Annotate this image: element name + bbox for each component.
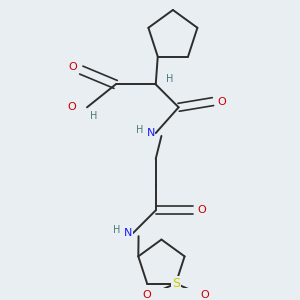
Text: N: N	[124, 228, 132, 238]
Text: O: O	[68, 62, 77, 72]
Text: H: H	[90, 111, 97, 121]
Text: O: O	[217, 97, 226, 106]
Text: O: O	[143, 290, 152, 300]
Text: H: H	[113, 225, 121, 236]
Text: O: O	[67, 102, 76, 112]
Text: H: H	[167, 74, 174, 84]
Text: O: O	[197, 206, 206, 215]
Text: S: S	[172, 277, 180, 290]
Text: O: O	[200, 290, 209, 300]
Text: H: H	[136, 125, 144, 135]
Text: N: N	[146, 128, 155, 138]
